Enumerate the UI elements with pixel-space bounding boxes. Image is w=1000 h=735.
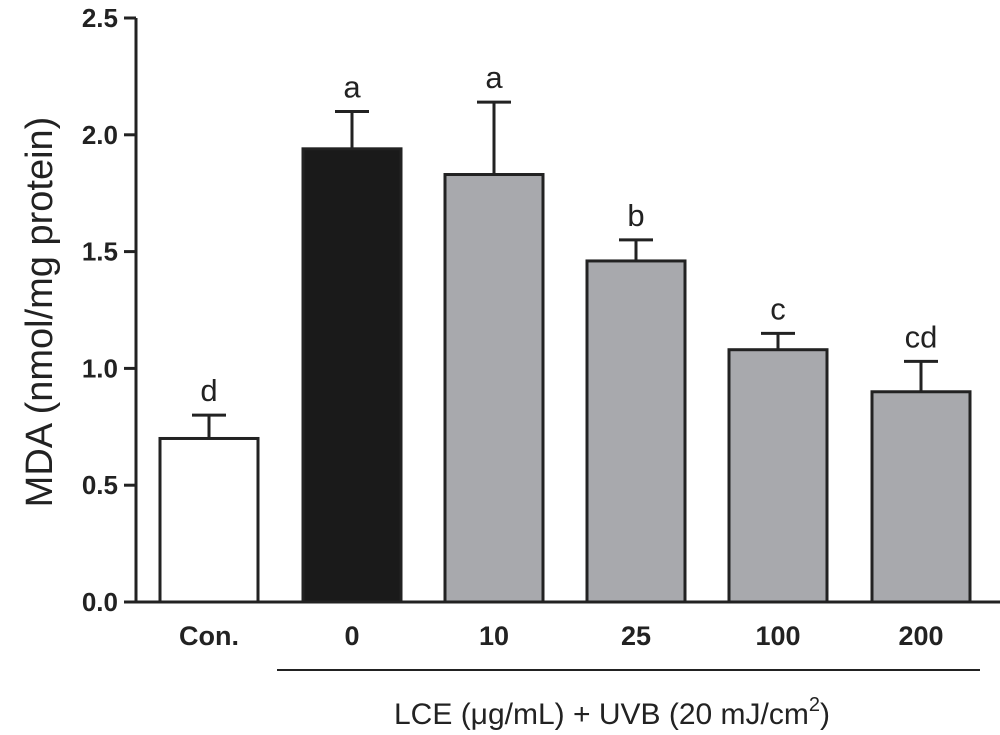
category-label: 0	[344, 621, 359, 651]
y-ticks: 0.0 0.5 1.0 1.5 2.0 2.5	[82, 3, 136, 617]
category-labels: Con. 0 10 25 100 200	[179, 621, 944, 651]
bar	[727, 348, 829, 604]
y-tick-label: 0.0	[82, 587, 118, 617]
y-tick-label: 1.5	[82, 237, 118, 267]
group-label-superscript: 2	[809, 694, 820, 716]
y-tick-label: 2.0	[82, 120, 118, 150]
significance-labels: d a a b c cd	[200, 60, 937, 408]
bar	[158, 436, 260, 604]
category-label: 200	[898, 621, 943, 651]
significance-label: a	[485, 60, 503, 95]
group-label-main: LCE (μg/mL) + UVB (20 mJ/cm	[394, 698, 809, 731]
significance-label: cd	[905, 319, 938, 354]
bar	[301, 147, 403, 604]
significance-label: d	[200, 373, 217, 408]
y-axis-label: MDA (nmol/mg protein)	[19, 117, 61, 508]
significance-label: c	[770, 291, 786, 326]
y-tick-label: 0.5	[82, 470, 118, 500]
category-label: 100	[755, 621, 800, 651]
group-label-close: )	[820, 698, 830, 731]
category-label: 10	[479, 621, 509, 651]
significance-label: b	[627, 198, 644, 233]
significance-label: a	[343, 69, 361, 104]
category-label: 25	[621, 621, 651, 651]
bar	[870, 390, 972, 604]
group-label: LCE (μg/mL) + UVB (20 mJ/cm2)	[394, 694, 830, 731]
y-axis: 0.0 0.5 1.0 1.5 2.0 2.5	[82, 3, 138, 617]
bar	[443, 173, 545, 604]
bars	[158, 147, 972, 604]
y-tick-label: 1.0	[82, 353, 118, 383]
category-label: Con.	[179, 621, 239, 651]
bar	[585, 259, 687, 604]
y-tick-label: 2.5	[82, 3, 118, 33]
error-bars	[192, 100, 938, 439]
